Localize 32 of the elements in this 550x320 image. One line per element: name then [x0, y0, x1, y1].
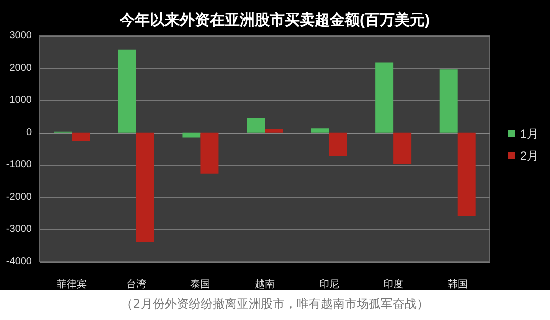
- bar: [458, 132, 476, 216]
- bar: [311, 128, 330, 133]
- bar: [247, 118, 265, 133]
- bar: [72, 132, 90, 142]
- bar: [136, 132, 154, 242]
- x-tick-label: 印尼: [319, 278, 340, 290]
- bar: [200, 132, 219, 174]
- legend-label: 1月: [520, 127, 540, 141]
- x-tick-label: 台湾: [126, 278, 146, 290]
- legend-label: 2月: [520, 149, 540, 163]
- y-tick-label: -4000: [6, 256, 32, 268]
- x-tick-label: 韩国: [448, 278, 468, 290]
- x-tick-label: 越南: [255, 278, 275, 290]
- x-tick-label: 菲律宾: [57, 278, 88, 290]
- bar: [118, 50, 136, 133]
- x-tick-label: 印度: [384, 278, 404, 290]
- y-tick-label: 3000: [10, 30, 32, 42]
- x-tick-label: 泰国: [190, 280, 211, 290]
- y-tick-label: 0: [26, 127, 32, 138]
- y-tick-label: 1000: [10, 95, 32, 106]
- y-tick-label: 2000: [10, 62, 32, 74]
- bar: [440, 70, 458, 133]
- y-tick-label: -1000: [6, 160, 32, 171]
- y-tick-label: -2000: [6, 192, 32, 203]
- y-tick-label: -3000: [6, 224, 32, 236]
- bar: [329, 132, 348, 156]
- text: （2月份外资纷纷撤离亚洲股市，唯有越南市场孤军奋战）: [120, 296, 430, 313]
- chart-title: 今年以来外资在亚洲股市买卖超金额(百万美元): [119, 11, 430, 29]
- bar: [376, 62, 394, 133]
- bar: [182, 132, 201, 138]
- bar: [394, 132, 412, 164]
- bar: [265, 129, 283, 133]
